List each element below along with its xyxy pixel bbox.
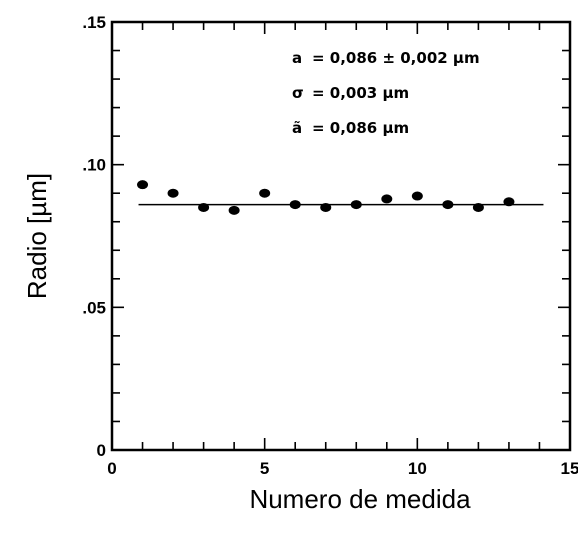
- y-ticks: [112, 21, 570, 451]
- x-ticks: [111, 22, 571, 450]
- y-tick-label: .05: [82, 298, 106, 317]
- y-tick-label: .15: [82, 13, 106, 32]
- y-axis-title: Radio [µm]: [22, 173, 52, 299]
- x-tick-label: 15: [561, 459, 578, 478]
- x-tick-label: 5: [260, 459, 269, 478]
- annotation-symbol-sigma: σ: [292, 84, 304, 102]
- data-point: [259, 188, 271, 198]
- y-tick-label: 0: [97, 441, 106, 460]
- data-point: [320, 202, 332, 212]
- annotation-text-a: = 0,086 ± 0,002 µm: [312, 49, 480, 67]
- x-axis-title: Numero de medida: [249, 484, 471, 514]
- data-point: [228, 205, 240, 215]
- annotation-text-sigma: = 0,003 µm: [312, 84, 409, 102]
- annotation-symbol-a-mean: ã: [292, 119, 302, 137]
- annotation-text-a-mean: = 0,086 µm: [312, 119, 409, 137]
- y-tick-label: .10: [82, 156, 106, 175]
- plot-frame: [110, 20, 572, 452]
- data-point: [167, 188, 179, 198]
- data-point: [411, 191, 423, 201]
- data-point: [289, 200, 301, 210]
- annotation-symbol-a: a: [292, 49, 302, 67]
- data-point: [381, 194, 393, 204]
- x-tick-labels: 0 5 10 15: [107, 459, 578, 478]
- x-tick-label: 0: [107, 459, 116, 478]
- y-tick-labels: 0 .05 .10 .15: [82, 13, 106, 460]
- data-point: [503, 197, 515, 207]
- data-point: [472, 202, 484, 212]
- data-point: [198, 202, 210, 212]
- data-point: [350, 200, 362, 210]
- data-point: [442, 200, 454, 210]
- data-point: [137, 180, 149, 190]
- data-points: [137, 180, 515, 215]
- annotation-block: a = 0,086 ± 0,002 µm σ = 0,003 µm ã = 0,…: [292, 49, 480, 137]
- x-tick-label: 10: [408, 459, 427, 478]
